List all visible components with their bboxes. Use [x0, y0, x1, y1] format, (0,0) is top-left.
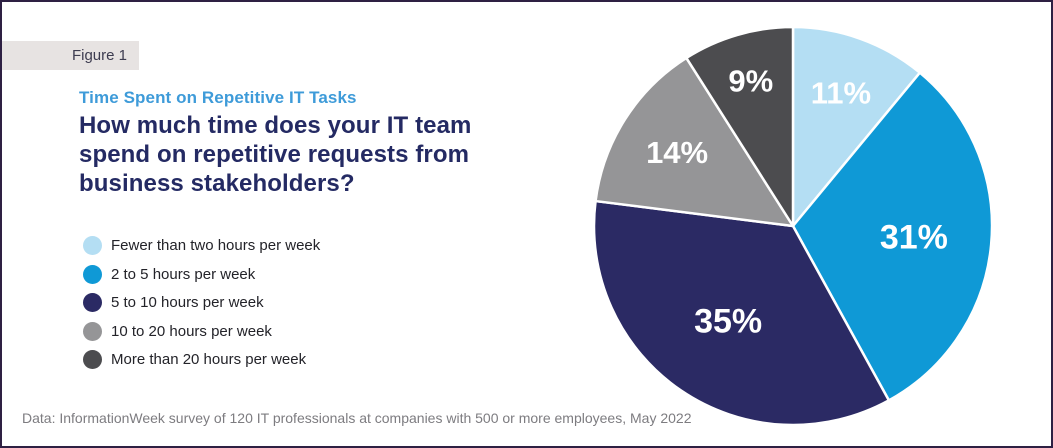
legend-swatch-icon — [83, 293, 102, 312]
pie-chart: 11% 31% 35% 14% 9% — [591, 24, 995, 428]
pie-slice-value-label: 9% — [728, 63, 773, 98]
pie-slice-value-label: 14% — [646, 135, 708, 170]
legend-swatch-icon — [83, 350, 102, 369]
legend-label: More than 20 hours per week — [111, 351, 307, 368]
chart-title-line-1: How much time does your IT team — [79, 112, 472, 139]
pie-slice-value-label: 31% — [880, 218, 948, 256]
chart-title-line-2: spend on repetitive requests from — [79, 141, 470, 168]
pie-slice-value-label: 11% — [811, 76, 871, 111]
figure-banner: Figure 1 — [2, 41, 139, 70]
legend-swatch-icon — [83, 236, 102, 255]
pie-slice-3 — [592, 199, 891, 427]
chart-kicker: Time Spent on Repetitive IT Tasks — [79, 88, 357, 107]
legend-swatch-icon — [83, 264, 102, 284]
figure-label: Figure 1 — [71, 47, 127, 64]
pie-slice-5 — [685, 25, 795, 228]
chart-title-line-3: business stakeholders? — [79, 170, 355, 197]
legend-label: Fewer than two hours per week — [111, 237, 321, 254]
legend-swatch-icon — [83, 321, 102, 341]
legend-item: Fewer than two hours per week — [83, 236, 320, 255]
pie-chart-svg: 11% 31% 35% 14% 9% — [592, 25, 994, 427]
legend-item: 2 to 5 hours per week — [83, 264, 320, 284]
legend-label: 10 to 20 hours per week — [111, 322, 272, 340]
source-note: Data: InformationWeek survey of 120 IT p… — [22, 410, 692, 426]
pie-slice-1 — [791, 25, 922, 228]
legend-label: 5 to 10 hours per week — [111, 294, 264, 311]
legend-item: More than 20 hours per week — [83, 350, 320, 369]
pie-slice-4 — [594, 56, 795, 228]
legend-item: 5 to 10 hours per week — [83, 293, 320, 312]
chart-title: How much time does your IT team spend on… — [79, 111, 472, 198]
pie-slice-value-label: 35% — [694, 303, 762, 341]
chart-legend: Fewer than two hours per week 2 to 5 hou… — [83, 236, 320, 369]
legend-label: 2 to 5 hours per week — [111, 265, 256, 283]
pie-slice-2 — [791, 71, 994, 402]
legend-item: 10 to 20 hours per week — [83, 321, 320, 341]
